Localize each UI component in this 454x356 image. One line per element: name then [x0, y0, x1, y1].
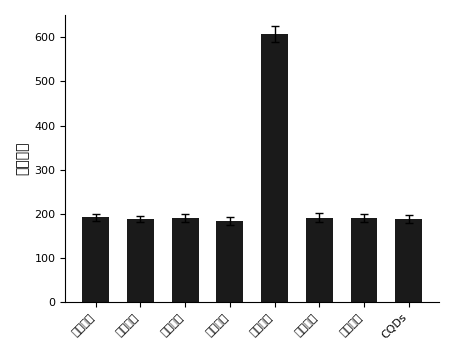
- Y-axis label: 荧光强度: 荧光强度: [15, 142, 29, 176]
- Bar: [395, 219, 422, 303]
- Bar: [82, 217, 109, 303]
- Bar: [350, 218, 377, 303]
- Bar: [127, 219, 154, 303]
- Bar: [261, 33, 288, 303]
- Bar: [217, 221, 243, 303]
- Bar: [306, 218, 333, 303]
- Bar: [172, 218, 198, 303]
